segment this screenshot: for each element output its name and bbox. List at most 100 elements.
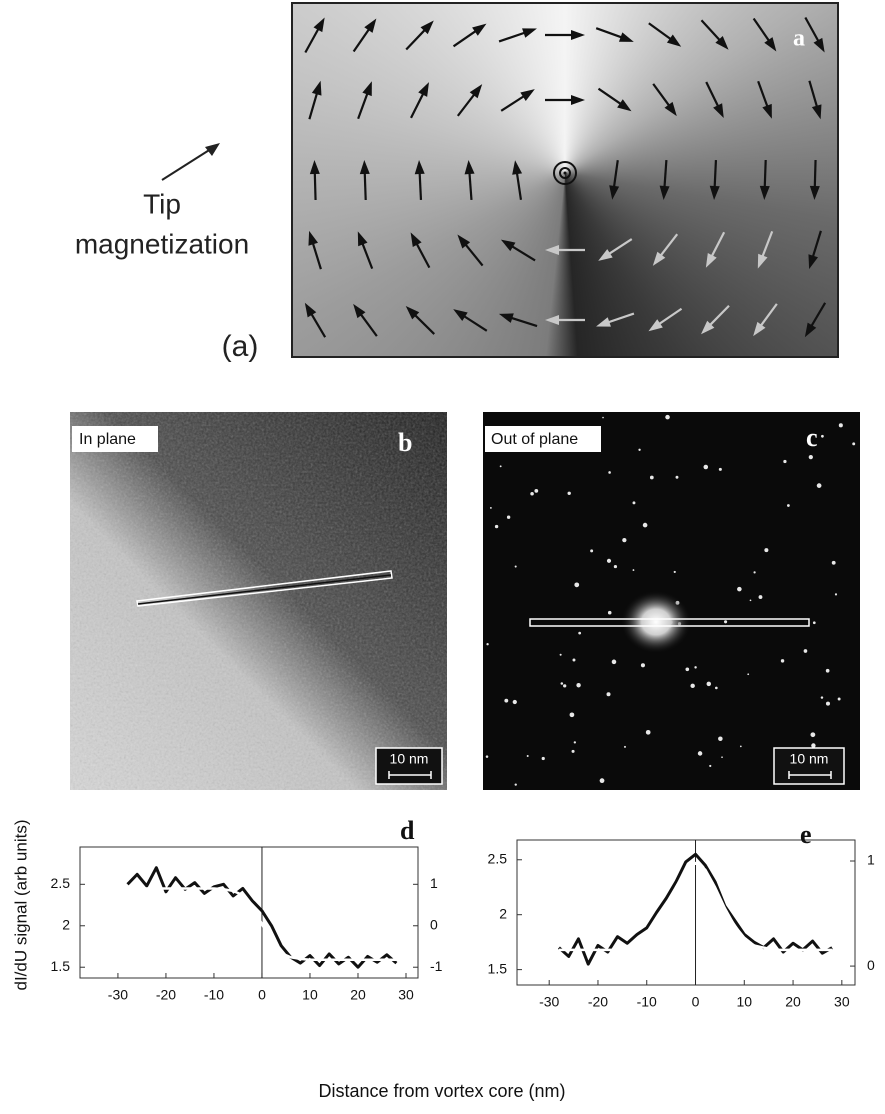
field-arrow-head (762, 103, 772, 119)
speckle (715, 686, 718, 690)
y2-tick-label: 1 (430, 875, 438, 891)
speckle (486, 643, 489, 646)
field-arrow-head (571, 95, 585, 105)
scale-bar-label: 10 nm (790, 751, 829, 767)
speckle (602, 416, 604, 419)
field-arrow-head (362, 81, 372, 97)
field-arrow-head (609, 185, 620, 200)
field-arrow-head (596, 317, 611, 327)
speckle (690, 683, 695, 689)
field-arrow-head (469, 84, 483, 99)
field-arrow-head (464, 160, 475, 175)
speckle (632, 569, 635, 571)
speckle (642, 522, 648, 528)
speckle (780, 659, 785, 663)
speckle (534, 488, 539, 493)
speckle (541, 756, 545, 761)
field-arrow-head (357, 231, 368, 247)
y-tick-label: 1.5 (51, 958, 71, 974)
field-arrow-head (757, 253, 768, 269)
field-arrow-head (472, 23, 487, 36)
scale-bar (788, 771, 832, 779)
speckle (571, 749, 575, 753)
speckle (613, 564, 618, 569)
field-arrow-head (804, 322, 817, 338)
panel-tag: Out of plane (491, 431, 578, 448)
panel-label: d (400, 816, 415, 845)
field-arrow-head (500, 239, 516, 252)
speckle (706, 681, 712, 687)
speckle (514, 565, 517, 568)
speckle (749, 599, 752, 602)
field-arrow-head (808, 254, 819, 270)
x-tick-label: 30 (834, 994, 850, 1010)
field-arrow-head (664, 101, 677, 117)
speckle (834, 593, 838, 596)
field-arrow-head (364, 18, 377, 33)
x-tick-label: 10 (736, 994, 752, 1010)
speckle (573, 741, 577, 744)
speckle (753, 571, 756, 574)
y2-tick-label: -1 (430, 958, 443, 974)
y2-tick-label: 0 (430, 916, 438, 932)
speckle (783, 459, 787, 464)
tip-arrow-head (205, 143, 220, 156)
x-tick-label: -10 (204, 987, 224, 1003)
fit-line (127, 887, 397, 962)
field-arrow-head (309, 160, 320, 175)
speckle (694, 666, 697, 669)
x-tick-label: -20 (156, 987, 176, 1003)
x-tick-label: -30 (108, 987, 128, 1003)
field-arrow-head (811, 104, 822, 120)
speckle (810, 732, 816, 738)
speckle (697, 751, 703, 756)
x-tick-label: -20 (588, 994, 608, 1010)
speckle (638, 448, 641, 451)
panel-label: b (398, 428, 412, 457)
scale-bar (388, 771, 432, 779)
field-arrow-head (809, 185, 820, 200)
speckle-layer (485, 414, 856, 786)
x-tick-label: 20 (785, 994, 801, 1010)
speckle (718, 736, 723, 741)
y-tick-label: 2 (499, 905, 507, 921)
panel-label: c (806, 423, 818, 452)
field-arrow-head (813, 37, 825, 53)
speckle (649, 475, 654, 480)
speckle (512, 699, 517, 705)
speckle (721, 756, 723, 759)
field-arrow-head (652, 251, 666, 266)
y-tick-label: 2 (62, 916, 70, 932)
field-arrow-head (304, 302, 317, 318)
speckle (560, 682, 564, 685)
speckle (739, 745, 742, 748)
x-tick-label: 10 (302, 987, 318, 1003)
speckle (673, 570, 676, 574)
speckle (576, 683, 581, 688)
field-arrow-head (571, 30, 585, 40)
fit-line (558, 861, 833, 952)
speckle (737, 586, 742, 592)
speckle (489, 506, 492, 509)
speckle (567, 491, 571, 496)
speckle (606, 558, 612, 563)
field-arrow-head (701, 320, 715, 335)
plot-frame (79, 846, 419, 979)
y2-tick-label: 0 (867, 957, 875, 973)
field-arrow-head (753, 321, 766, 337)
y-tick-label: 1.5 (488, 960, 508, 976)
field-arrow-head (705, 253, 717, 268)
y2-tick-label: 1 (867, 852, 875, 868)
field-arrow-head (405, 305, 420, 320)
field-arrow-head (598, 249, 613, 261)
panel-caption: (a) (222, 330, 259, 363)
speckle (608, 471, 611, 474)
field-arrow-head (545, 315, 559, 325)
speckle (645, 729, 651, 735)
speckle (820, 696, 824, 699)
speckle (569, 712, 575, 718)
panel-b-texture (70, 412, 447, 790)
speckle (747, 673, 750, 676)
core-glow (620, 590, 692, 654)
